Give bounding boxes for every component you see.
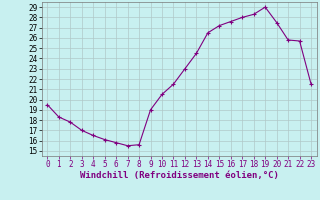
X-axis label: Windchill (Refroidissement éolien,°C): Windchill (Refroidissement éolien,°C) (80, 171, 279, 180)
